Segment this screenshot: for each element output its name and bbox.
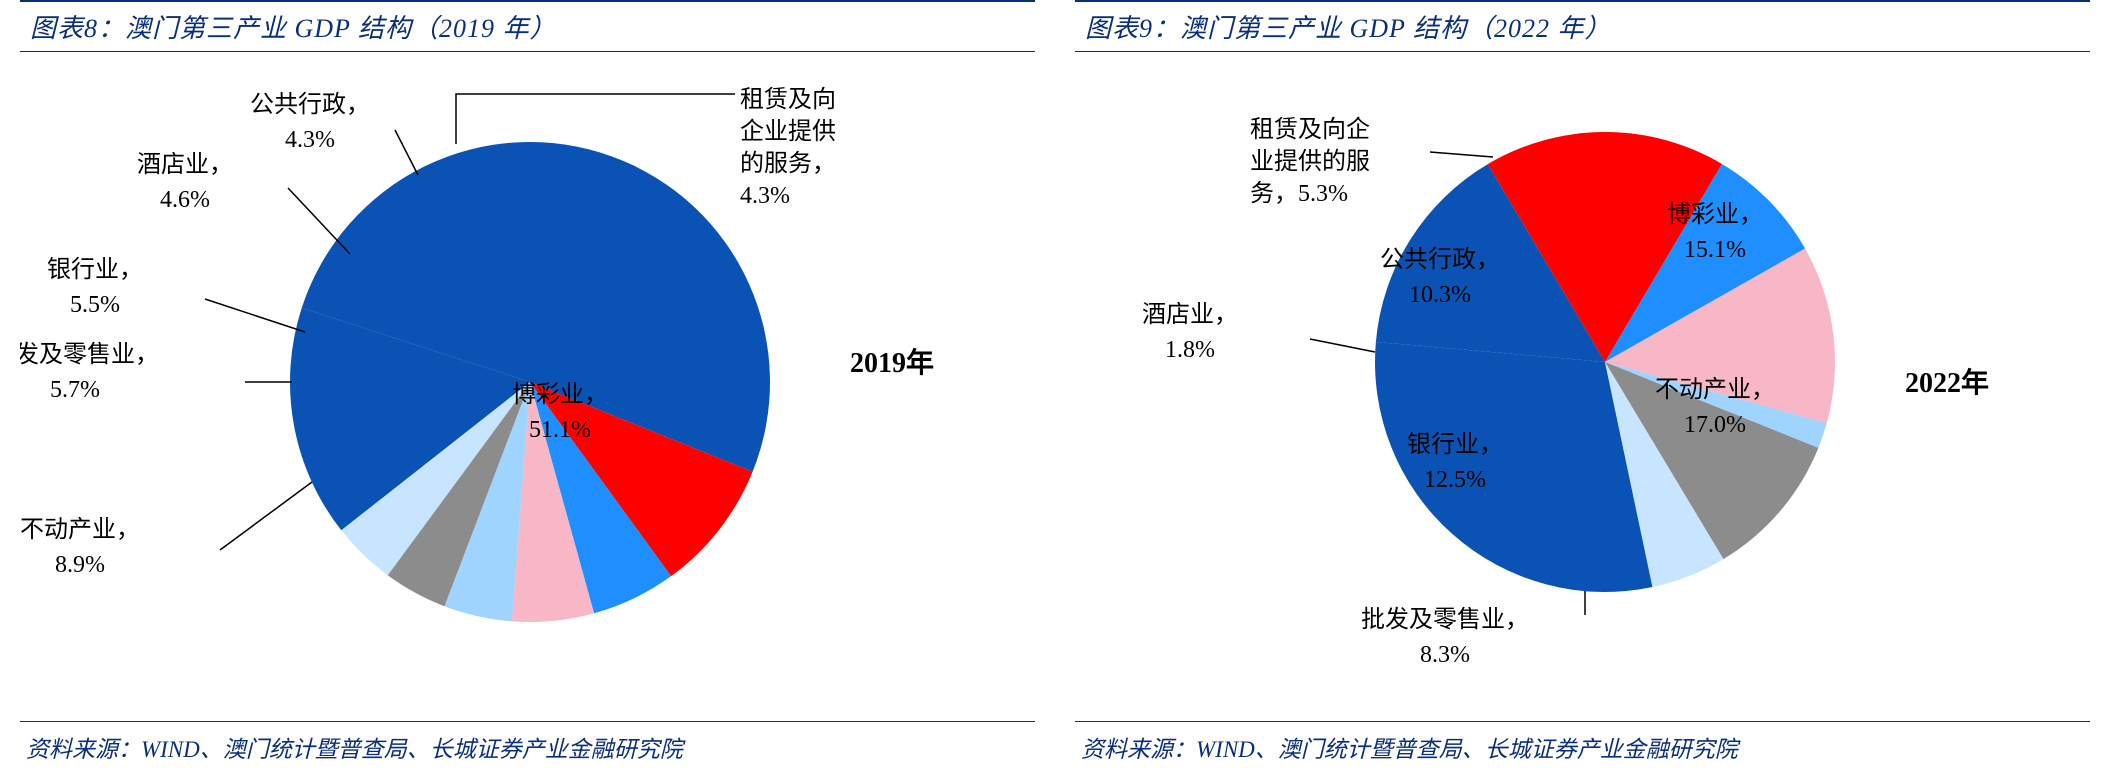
slice-label: 企业提供: [740, 118, 836, 145]
dual-chart-container: 图表8：澳门第三产业 GDP 结构（2019 年） 博彩业， 51.1% 不动产业，…: [0, 0, 2110, 770]
slice-value: 12.5%: [1424, 467, 1486, 493]
slice-value: 17.0%: [1684, 412, 1746, 438]
slice-value: 5.7%: [50, 377, 100, 403]
slice-label: 租赁及向企: [1250, 116, 1370, 143]
left-source: 资料来源：WIND、澳门统计暨普查局、长城证券产业金融研究院: [20, 721, 1035, 770]
slice-label: 银行业，: [1407, 431, 1503, 458]
slice-value: 10.3%: [1409, 282, 1471, 308]
leader-line: [220, 482, 312, 550]
right-pie-chart: 博彩业， 15.1% 不动产业， 17.0% 批发及零售业， 8.3% 银行业， 12.5% 酒…: [1075, 52, 2090, 692]
slice-label: 博彩业，: [1667, 201, 1763, 228]
slice-value: 4.6%: [160, 187, 210, 213]
slice-value: 15.1%: [1684, 237, 1746, 263]
slice-label: 租赁及向: [740, 86, 836, 113]
slice-value: 8.3%: [1420, 642, 1470, 668]
slice-label: 酒店业，: [1142, 301, 1238, 328]
slice-label: 不动产业，: [20, 516, 140, 543]
leader-line: [205, 299, 305, 332]
year-label: 2022年: [1905, 366, 1989, 399]
slice-label: 4.3%: [740, 183, 790, 209]
left-title: 图表8：澳门第三产业 GDP 结构（2019 年）: [20, 0, 1035, 52]
slice-value: 1.8%: [1165, 337, 1215, 363]
slice-label: 批发及零售业，: [20, 341, 159, 368]
slice-label: 酒店业，: [137, 151, 233, 178]
slice-value: 5.5%: [70, 292, 120, 318]
slice-label: 批发及零售业，: [1361, 606, 1529, 633]
slice-value: 51.1%: [529, 417, 591, 443]
slice-label: 务，5.3%: [1250, 180, 1348, 207]
leader-line: [456, 94, 735, 144]
right-panel: 图表9：澳门第三产业 GDP 结构（2022 年） 博彩业， 15.1% 不动产业，…: [1055, 0, 2110, 770]
slice-label: 的服务，: [740, 150, 836, 177]
slice-label: 公共行政，: [1380, 246, 1500, 273]
slice-label: 银行业，: [47, 256, 143, 283]
slice-value: 4.3%: [285, 127, 335, 153]
leader-line: [288, 188, 350, 254]
leader-line: [395, 130, 418, 175]
left-chart-area: 博彩业， 51.1% 不动产业， 8.9% 批发及零售业， 5.7% 银行业， 5.5% 酒店业…: [20, 52, 1035, 721]
left-panel: 图表8：澳门第三产业 GDP 结构（2019 年） 博彩业， 51.1% 不动产业，…: [0, 0, 1055, 770]
slice-label: 公共行政，: [250, 91, 370, 118]
year-label: 2019年: [850, 346, 934, 379]
slice-label: 博彩业，: [512, 381, 608, 408]
leader-line: [1310, 339, 1375, 352]
slice-label: 不动产业，: [1655, 376, 1775, 403]
leader-line: [1430, 152, 1493, 157]
right-title: 图表9：澳门第三产业 GDP 结构（2022 年）: [1075, 0, 2090, 52]
slice-value: 8.9%: [55, 552, 105, 578]
slice-label: 业提供的服: [1250, 148, 1370, 175]
right-source: 资料来源：WIND、澳门统计暨普查局、长城证券产业金融研究院: [1075, 721, 2090, 770]
left-pie-chart: 博彩业， 51.1% 不动产业， 8.9% 批发及零售业， 5.7% 银行业， 5.5% 酒店业…: [20, 52, 1035, 692]
right-chart-area: 博彩业， 15.1% 不动产业， 17.0% 批发及零售业， 8.3% 银行业， 12.5% 酒…: [1075, 52, 2090, 721]
